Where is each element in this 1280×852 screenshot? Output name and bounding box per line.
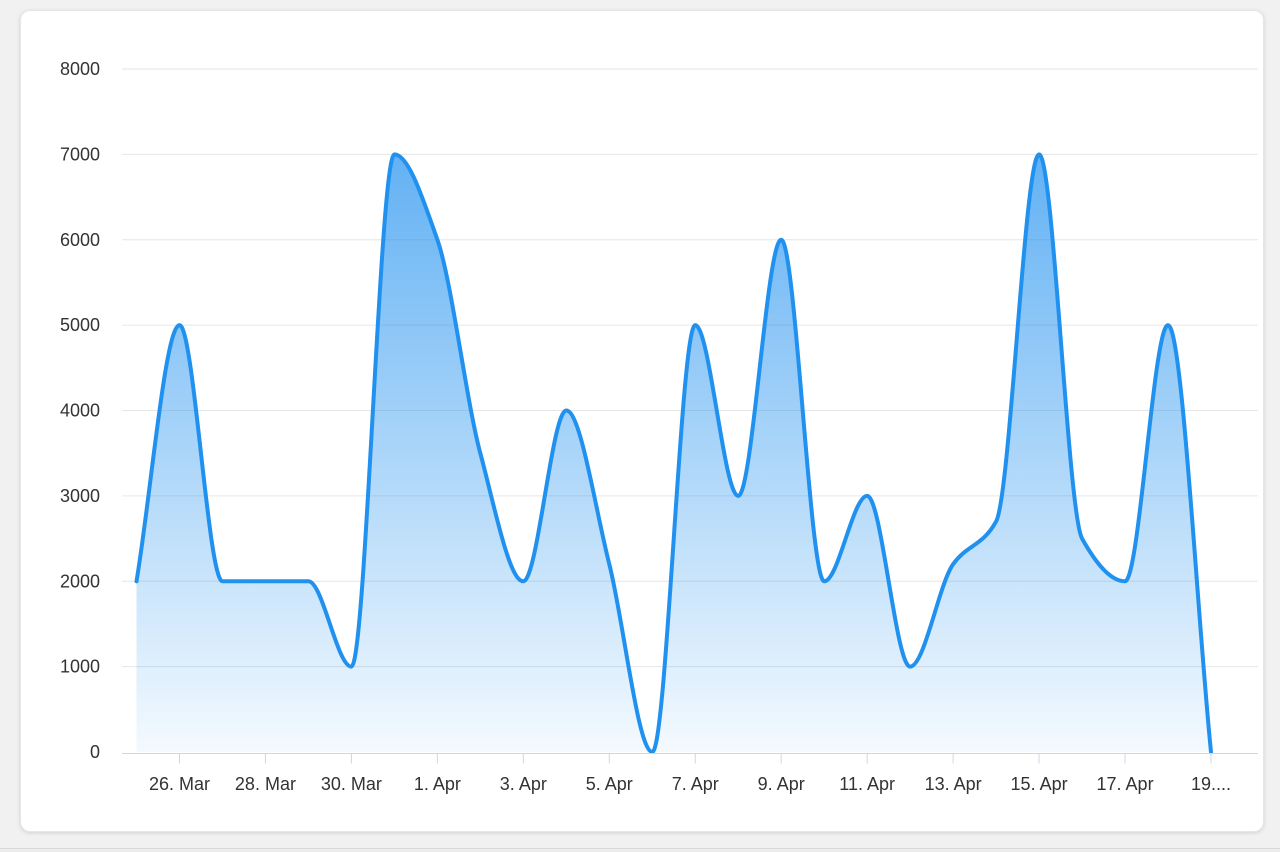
y-axis-label: 1000 bbox=[60, 657, 100, 677]
bottom-divider bbox=[0, 848, 1280, 852]
y-axis-label: 7000 bbox=[60, 144, 100, 164]
series-line[interactable] bbox=[134, 152, 1213, 754]
y-axis-label: 4000 bbox=[60, 401, 100, 421]
x-axis-label: 19.... bbox=[1191, 774, 1231, 794]
x-axis-label: 11. Apr bbox=[839, 774, 895, 794]
x-axis-label: 9. Apr bbox=[758, 774, 805, 794]
x-axis-label: 28. Mar bbox=[235, 774, 296, 794]
y-axis-label: 2000 bbox=[60, 571, 100, 591]
x-axis-label: 5. Apr bbox=[586, 774, 633, 794]
y-axis-label: 8000 bbox=[60, 59, 100, 79]
series-area[interactable] bbox=[136, 154, 1212, 752]
y-axis-label: 3000 bbox=[60, 486, 100, 506]
x-axis-label: 15. Apr bbox=[1011, 774, 1068, 794]
y-axis-label: 0 bbox=[90, 742, 100, 762]
x-axis-label: 7. Apr bbox=[672, 774, 719, 794]
x-axis-label: 30. Mar bbox=[321, 774, 382, 794]
x-axis-label: 3. Apr bbox=[500, 774, 547, 794]
x-axis-label: 26. Mar bbox=[149, 774, 210, 794]
x-axis-label: 13. Apr bbox=[925, 774, 982, 794]
y-axis-label: 5000 bbox=[60, 315, 100, 335]
x-axis-label: 17. Apr bbox=[1097, 774, 1154, 794]
x-axis-label: 1. Apr bbox=[414, 774, 461, 794]
y-axis-label: 6000 bbox=[60, 230, 100, 250]
